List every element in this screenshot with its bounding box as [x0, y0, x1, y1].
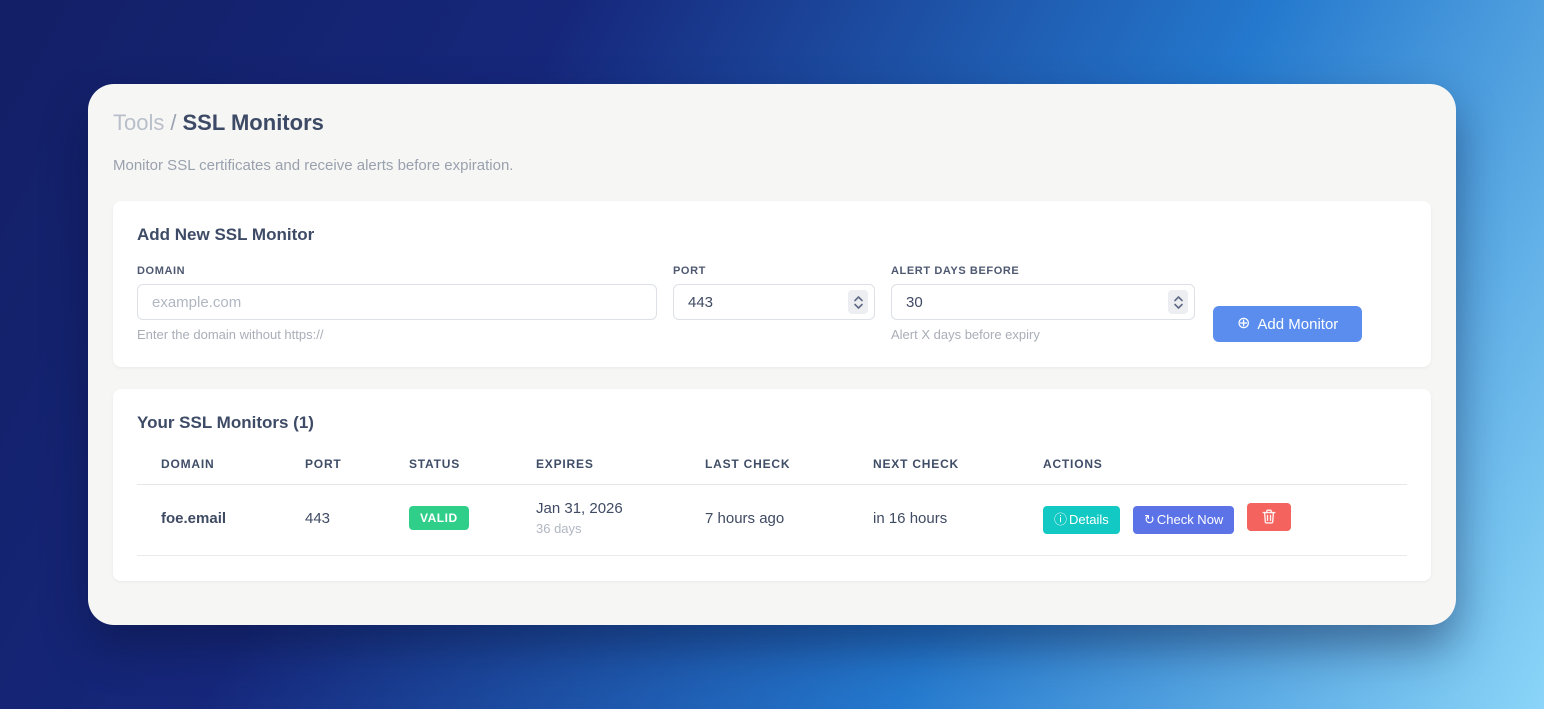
status-badge: VALID [409, 506, 469, 531]
add-monitor-button-label: Add Monitor [1257, 315, 1339, 333]
col-header-next-check: NEXT CHECK [849, 449, 1019, 486]
add-monitor-title: Add New SSL Monitor [137, 225, 315, 245]
trash-icon [1262, 509, 1276, 524]
breadcrumb-tools-link[interactable]: Tools [113, 110, 165, 135]
check-now-button-label: Check Now [1156, 512, 1224, 528]
table-row: foe.email 443 VALID Jan 31, 2026 36 days… [137, 484, 1407, 557]
refresh-icon: ↻ [1143, 512, 1155, 528]
add-monitor-button[interactable]: ⊕ Add Monitor [1213, 306, 1363, 343]
alert-days-input[interactable] [891, 284, 1195, 321]
plus-circle-icon: ⊕ [1237, 315, 1251, 333]
add-monitor-form: DOMAIN Enter the domain without https://… [137, 265, 1407, 343]
alert-days-helper-text: Alert X days before expiry [891, 327, 1040, 343]
monitor-port: 443 [281, 484, 385, 557]
col-header-port: PORT [281, 449, 385, 486]
alert-days-number-input [891, 284, 1195, 321]
monitor-last-check: 7 hours ago [681, 484, 849, 557]
monitor-actions: ⓘ Details ↻ Check Now [1019, 484, 1407, 557]
main-card: Tools / SSL Monitors Monitor SSL certifica… [88, 84, 1456, 625]
alert-days-stepper[interactable] [1168, 290, 1188, 315]
port-number-input [673, 284, 875, 321]
monitor-expires-date: Jan 31, 2026 [536, 500, 623, 518]
monitors-table: DOMAIN PORT STATUS EXPIRES LAST CHECK NE… [137, 449, 1407, 557]
page-subtitle: Monitor SSL certificates and receive ale… [113, 157, 514, 175]
page-title: SSL Monitors [182, 110, 324, 135]
info-icon: ⓘ [1054, 512, 1068, 528]
alert-days-label: ALERT DAYS BEFORE [891, 265, 1020, 278]
check-now-button[interactable]: ↻ Check Now [1132, 505, 1235, 534]
col-header-actions: ACTIONS [1019, 449, 1407, 486]
delete-button[interactable] [1247, 502, 1292, 531]
domain-input[interactable] [137, 284, 657, 321]
port-label: PORT [673, 265, 706, 278]
alert-days-field-group: ALERT DAYS BEFORE Alert X days before ex… [891, 265, 1195, 342]
col-header-last-check: LAST CHECK [681, 449, 849, 486]
monitor-expires-days: 36 days [536, 521, 582, 537]
monitor-domain: foe.email [137, 484, 281, 557]
port-field-group: PORT [673, 265, 875, 342]
monitors-list-card: Your SSL Monitors (1) DOMAIN PORT STATUS… [113, 389, 1431, 582]
domain-helper-text: Enter the domain without https:// [137, 327, 324, 343]
domain-field-group: DOMAIN Enter the domain without https:// [137, 265, 657, 342]
details-button-label: Details [1069, 512, 1109, 528]
col-header-expires: EXPIRES [512, 449, 681, 486]
breadcrumb: Tools / SSL Monitors [113, 110, 1431, 136]
add-monitor-card: Add New SSL Monitor DOMAIN Enter the dom… [113, 201, 1431, 368]
col-header-status: STATUS [385, 449, 512, 486]
port-stepper[interactable] [848, 290, 868, 315]
monitors-list-title: Your SSL Monitors (1) [137, 413, 314, 433]
port-input[interactable] [673, 284, 875, 321]
chevron-up-down-icon [1173, 296, 1183, 309]
details-button[interactable]: ⓘ Details [1043, 505, 1120, 534]
chevron-up-down-icon [853, 296, 863, 309]
breadcrumb-separator: / [170, 110, 177, 135]
col-header-domain: DOMAIN [137, 449, 281, 486]
domain-label: DOMAIN [137, 265, 186, 278]
table-header-row: DOMAIN PORT STATUS EXPIRES LAST CHECK NE… [137, 449, 1407, 486]
monitor-next-check: in 16 hours [849, 484, 1019, 557]
